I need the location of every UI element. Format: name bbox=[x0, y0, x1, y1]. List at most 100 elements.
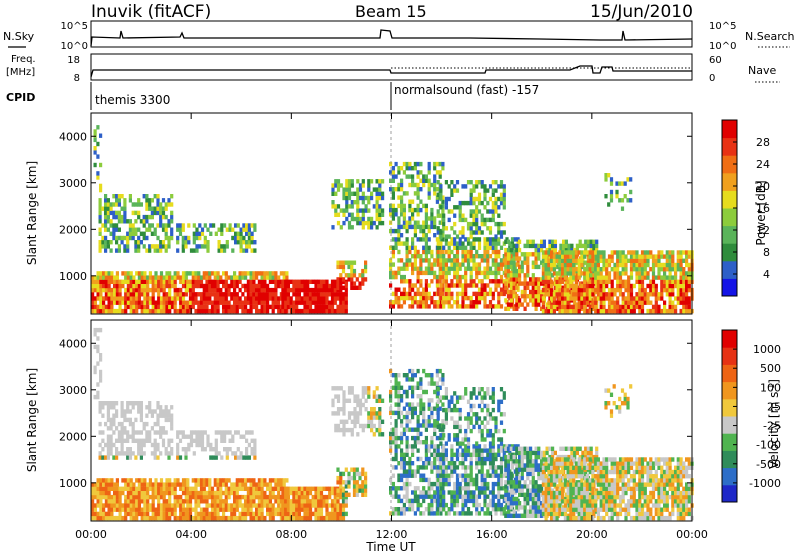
echo-cell bbox=[277, 296, 281, 301]
echo-cell bbox=[151, 486, 155, 491]
echo-cell bbox=[191, 478, 195, 483]
echo-cell bbox=[537, 285, 541, 290]
echo-cell bbox=[263, 308, 267, 314]
echo-cell bbox=[162, 296, 166, 301]
echo-cell bbox=[170, 507, 175, 512]
echo-cell bbox=[159, 490, 164, 496]
echo-cell bbox=[350, 386, 354, 391]
echo-cell bbox=[408, 207, 412, 213]
echo-cell bbox=[128, 198, 132, 203]
echo-cell bbox=[126, 503, 130, 508]
echo-cell bbox=[110, 482, 114, 487]
echo-cell bbox=[408, 456, 412, 462]
echo-cell bbox=[124, 300, 128, 305]
echo-cell bbox=[247, 235, 251, 241]
echo-cell bbox=[328, 515, 332, 521]
echo-cell bbox=[234, 455, 238, 460]
echo-cell bbox=[515, 243, 519, 249]
echo-cell bbox=[126, 244, 130, 249]
echo-cell bbox=[159, 451, 163, 456]
echo-cell bbox=[274, 499, 278, 504]
echo-cell bbox=[624, 300, 628, 305]
echo-cell bbox=[222, 292, 226, 297]
echo-cell bbox=[179, 304, 183, 310]
echo-cell bbox=[208, 279, 212, 284]
echo-cell bbox=[202, 283, 206, 289]
echo-cell bbox=[450, 279, 454, 284]
echo-cell bbox=[671, 258, 675, 263]
echo-cell bbox=[213, 499, 217, 504]
echo-cell bbox=[430, 498, 434, 504]
echo-cell bbox=[104, 227, 108, 232]
echo-cell bbox=[260, 279, 264, 284]
echo-cell bbox=[413, 385, 417, 390]
echo-cell bbox=[167, 202, 171, 207]
echo-cell bbox=[547, 292, 551, 297]
echo-cell bbox=[488, 300, 493, 305]
echo-cell bbox=[556, 252, 560, 257]
echo-cell bbox=[566, 267, 570, 272]
echo-cell bbox=[397, 233, 401, 238]
echo-cell bbox=[284, 296, 288, 301]
echo-cell bbox=[342, 423, 346, 429]
echo-cell bbox=[416, 291, 420, 297]
echo-cell bbox=[198, 235, 202, 241]
echo-cell bbox=[453, 300, 457, 305]
echo-cell bbox=[101, 447, 105, 452]
echo-cell bbox=[394, 212, 398, 217]
echo-cell bbox=[566, 271, 570, 276]
echo-cell bbox=[375, 187, 379, 192]
echo-cell bbox=[486, 237, 490, 242]
echo-cell bbox=[676, 250, 680, 255]
echo-cell bbox=[140, 308, 144, 314]
echo-cell bbox=[135, 478, 139, 483]
echo-cell bbox=[170, 503, 175, 508]
echo-cell bbox=[424, 249, 428, 255]
echo-cell bbox=[245, 223, 249, 228]
echo-cell bbox=[205, 478, 209, 483]
echo-cell bbox=[159, 296, 164, 301]
echo-cell bbox=[164, 409, 168, 414]
echo-cell bbox=[121, 503, 125, 508]
echo-cell bbox=[161, 210, 166, 216]
echo-cell bbox=[638, 262, 642, 268]
echo-cell bbox=[132, 486, 136, 491]
echo-cell bbox=[594, 267, 598, 272]
echo-cell bbox=[236, 235, 240, 241]
echo-cell bbox=[129, 490, 133, 496]
echo-cell bbox=[339, 264, 343, 270]
colorbar-tick-label: 8 bbox=[763, 246, 770, 259]
echo-cell bbox=[352, 467, 357, 472]
echo-cell bbox=[607, 173, 611, 178]
echo-cell bbox=[499, 258, 504, 263]
echo-cell bbox=[216, 499, 220, 504]
echo-cell bbox=[510, 237, 515, 242]
echo-cell bbox=[286, 494, 290, 500]
echo-cell bbox=[214, 447, 218, 452]
echo-cell bbox=[137, 235, 141, 241]
echo-cell bbox=[199, 478, 204, 483]
echo-cell bbox=[173, 482, 177, 487]
echo-cell bbox=[134, 248, 138, 253]
echo-cell bbox=[627, 292, 631, 297]
echo-cell bbox=[566, 308, 570, 314]
echo-cell bbox=[411, 394, 415, 399]
echo-cell bbox=[176, 227, 180, 232]
echo-cell bbox=[570, 243, 574, 249]
echo-cell bbox=[140, 279, 144, 284]
echo-cell bbox=[427, 187, 431, 192]
echo-cell bbox=[413, 410, 417, 416]
echo-cell bbox=[676, 258, 680, 263]
echo-cell bbox=[494, 196, 498, 202]
echo-cell bbox=[400, 507, 404, 512]
echo-cell bbox=[416, 195, 420, 200]
echo-cell bbox=[120, 219, 124, 224]
echo-cell bbox=[364, 398, 368, 403]
echo-cell bbox=[358, 488, 362, 493]
echo-cell bbox=[96, 287, 100, 293]
echo-cell bbox=[178, 231, 183, 236]
echo-cell bbox=[405, 481, 409, 487]
echo-cell bbox=[483, 192, 487, 197]
echo-cell bbox=[405, 249, 409, 255]
echo-cell bbox=[210, 283, 215, 289]
